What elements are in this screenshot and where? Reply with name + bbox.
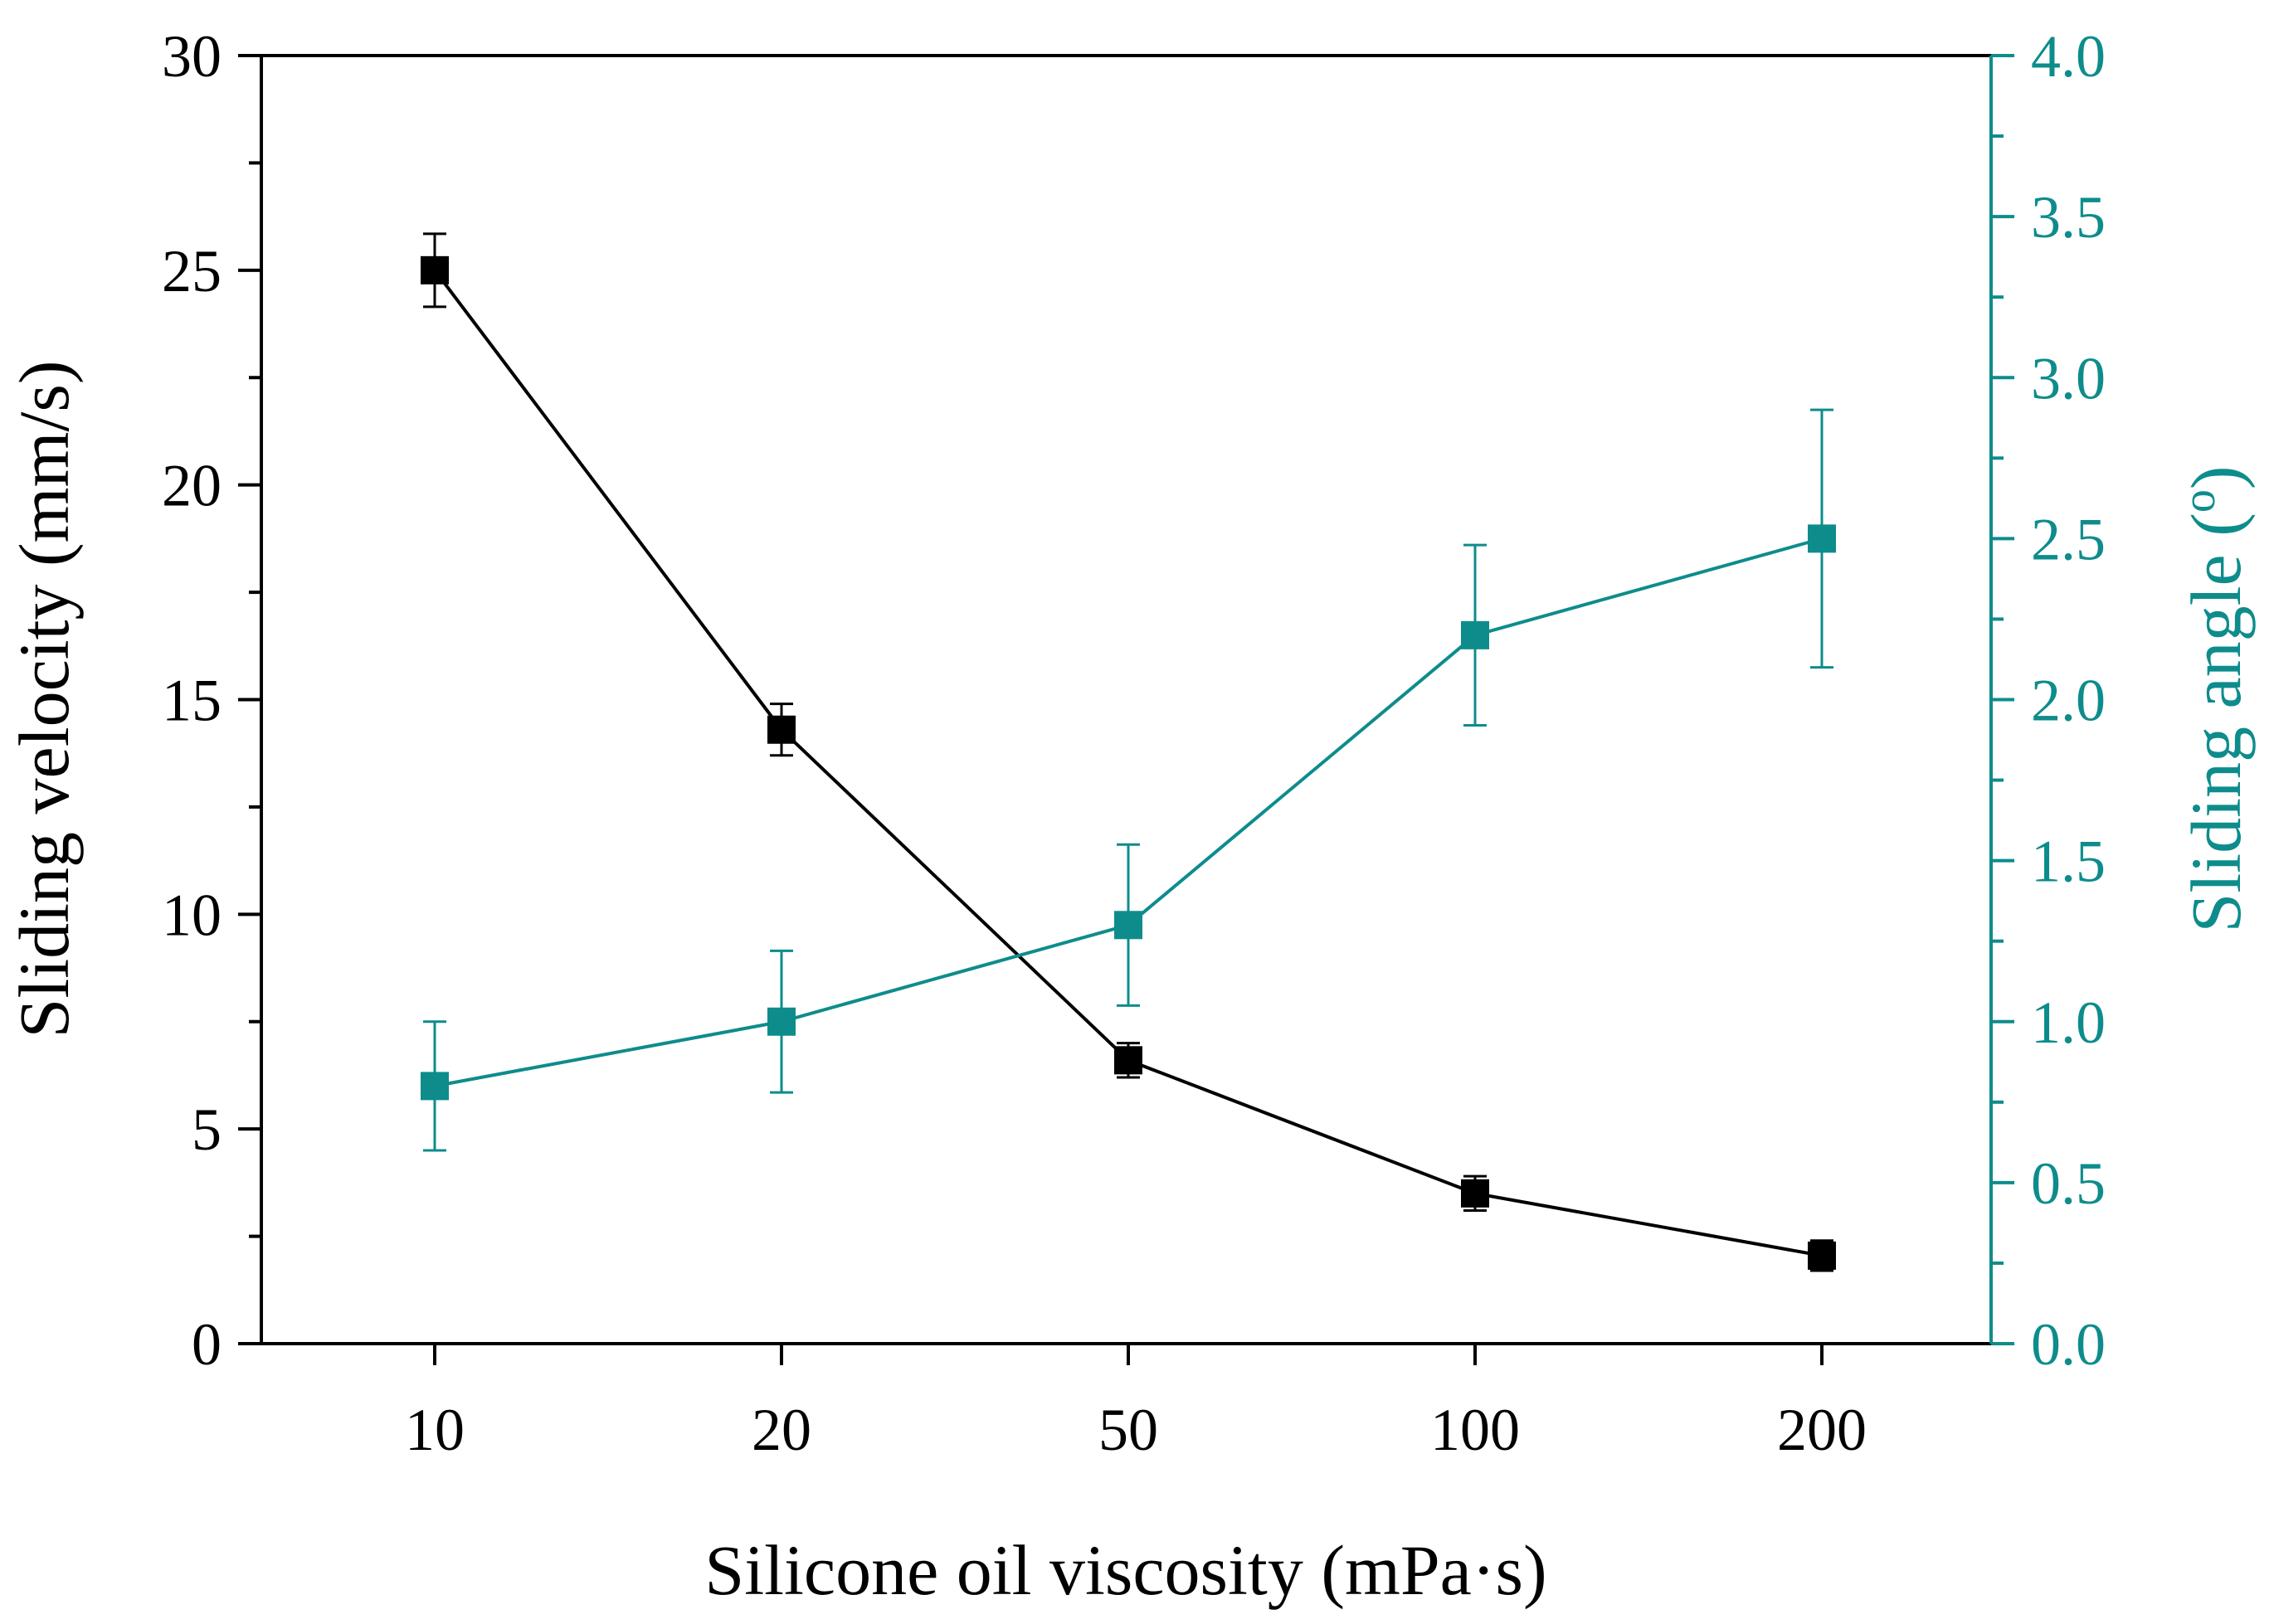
right-tick-label: 4.0 (2031, 23, 2106, 90)
right-axis-title-prefix: Sliding angle ( (2176, 513, 2256, 932)
data-point-marker (1461, 620, 1489, 649)
right-y-axis: 0.0 0.5 1.0 1.5 2.0 2.5 3.0 3.5 4.0 (1989, 23, 2106, 1378)
degree-symbol: o (2174, 489, 2225, 513)
data-point-marker (1114, 1046, 1142, 1075)
x-tick-label: 200 (1777, 1397, 1867, 1463)
series-layer (421, 232, 1836, 1272)
left-tick-label: 10 (162, 882, 222, 948)
series-2 (421, 408, 1836, 1152)
left-tick-label: 30 (162, 23, 222, 90)
left-y-axis: 0 5 10 15 20 25 30 (162, 23, 261, 1378)
series-line (433, 269, 1823, 1257)
left-tick-label: 15 (162, 668, 222, 734)
x-axis: 10 20 50 100 200 (405, 1344, 1867, 1463)
data-point-marker (421, 1072, 449, 1101)
left-tick-label: 5 (192, 1096, 222, 1163)
left-tick-label: 0 (192, 1311, 222, 1378)
right-tick-label: 1.5 (2031, 829, 2106, 895)
right-tick-label: 0.0 (2031, 1311, 2106, 1378)
right-axis-title-suffix: ) (2176, 465, 2256, 489)
right-tick-label: 2.5 (2031, 506, 2106, 572)
x-tick-label: 100 (1430, 1397, 1520, 1463)
right-tick-label: 0.5 (2031, 1150, 2106, 1217)
left-tick-label: 20 (162, 453, 222, 519)
right-tick-label: 3.0 (2031, 345, 2106, 411)
data-point-marker (767, 1007, 796, 1036)
right-tick-label: 3.5 (2031, 184, 2106, 250)
data-point-marker (1808, 524, 1836, 553)
left-y-axis-title: Sliding velocity (mm/s) (4, 361, 84, 1038)
x-tick-label: 50 (1098, 1397, 1158, 1463)
left-tick-label: 25 (162, 238, 222, 304)
series-1 (421, 232, 1836, 1272)
x-tick-label: 10 (405, 1397, 465, 1463)
x-tick-label: 20 (752, 1397, 811, 1463)
plot-frame (260, 54, 1993, 1345)
data-point-marker (1808, 1241, 1836, 1270)
right-tick-label: 2.0 (2031, 668, 2106, 734)
data-point-marker (767, 715, 796, 744)
right-tick-label: 1.0 (2031, 989, 2106, 1056)
x-axis-title: Silicone oil viscosity (mPa·s) (704, 1530, 1546, 1610)
right-y-axis-title: Sliding angle (o) (2174, 465, 2256, 932)
data-point-marker (421, 255, 449, 284)
data-point-marker (1114, 911, 1142, 940)
data-point-marker (1461, 1179, 1489, 1208)
